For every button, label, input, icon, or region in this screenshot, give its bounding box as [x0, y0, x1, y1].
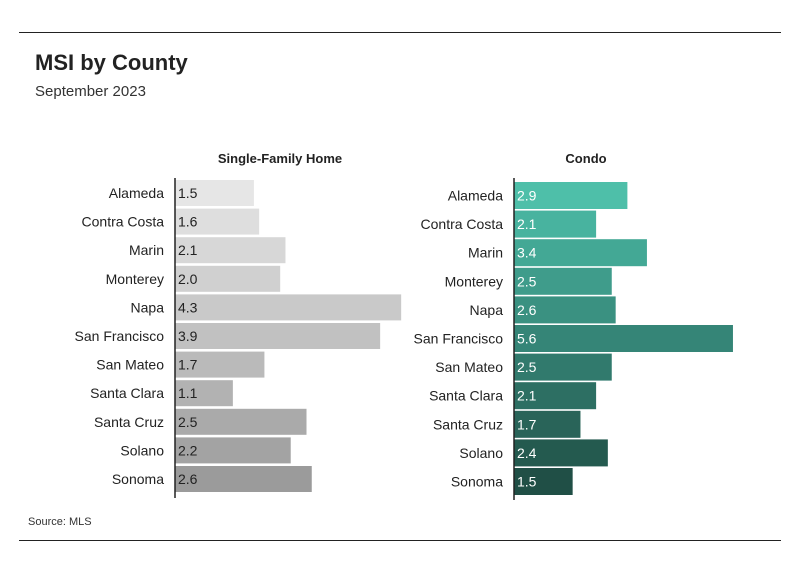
bar [175, 180, 254, 206]
bar [175, 408, 307, 435]
category-label: San Francisco [414, 331, 504, 347]
value-label: 2.6 [178, 471, 198, 487]
value-label: 2.2 [178, 442, 198, 458]
category-label: Sonoma [112, 471, 164, 487]
category-label: Marin [129, 242, 164, 258]
category-label: San Mateo [96, 357, 164, 373]
value-label: 1.7 [178, 357, 198, 373]
chart-subtitle: September 2023 [35, 83, 146, 100]
bar [514, 382, 597, 410]
source-note: Source: MLS [28, 516, 92, 528]
bar [514, 325, 733, 352]
bar [175, 437, 291, 464]
bottom-rule [19, 540, 781, 541]
value-label: 2.1 [517, 216, 537, 232]
value-label: 2.6 [517, 302, 537, 318]
bar [514, 468, 573, 495]
bar [175, 351, 265, 378]
value-label: 1.6 [178, 214, 198, 230]
category-label: Alameda [448, 188, 503, 204]
bar [514, 210, 597, 238]
category-label: Contra Costa [421, 216, 504, 232]
bar [514, 267, 612, 295]
category-label: Solano [120, 442, 164, 458]
bar [514, 410, 581, 438]
category-label: Napa [131, 299, 165, 315]
bar [175, 237, 286, 264]
category-label: Monterey [445, 273, 503, 289]
single-family-bars: Alameda 1.5 Contra Costa 1.6 Marin 2.1 Montere… [75, 180, 402, 492]
value-label: 2.9 [517, 188, 537, 204]
bar [175, 294, 402, 321]
panel-title: Single-Family Home [218, 151, 342, 166]
category-label: Santa Cruz [94, 414, 164, 430]
category-label: Alameda [109, 185, 164, 201]
condo-bars: Alameda 2.9 Contra Costa 2.1 Marin 3.4 Montere… [414, 182, 733, 495]
chart-title: MSI by County [35, 50, 188, 75]
bar [175, 466, 312, 492]
value-label: 2.0 [178, 271, 198, 287]
bar [514, 353, 612, 381]
value-label: 1.1 [178, 385, 198, 401]
category-label: Sonoma [451, 474, 503, 490]
value-label: 1.5 [178, 185, 198, 201]
bar [175, 265, 281, 292]
condo-panel: Condo Alameda 2.9 Contra Costa 2.1 Marin 3.4 M… [414, 151, 733, 500]
value-label: 2.5 [517, 273, 537, 289]
value-label: 1.5 [517, 474, 537, 490]
bar [175, 208, 260, 235]
value-label: 2.5 [517, 359, 537, 375]
bar [514, 239, 647, 267]
value-label: 2.1 [178, 242, 198, 258]
category-label: Solano [459, 445, 503, 461]
category-label: Contra Costa [82, 214, 165, 230]
category-label: Marin [468, 245, 503, 261]
value-label: 4.3 [178, 299, 198, 315]
value-label: 3.9 [178, 328, 198, 344]
panel-title: Condo [565, 151, 606, 166]
top-rule [19, 32, 781, 33]
bar [175, 380, 233, 407]
value-label: 3.4 [517, 245, 537, 261]
value-label: 2.5 [178, 414, 198, 430]
bar [514, 182, 628, 209]
category-label: San Mateo [435, 359, 503, 375]
value-label: 5.6 [517, 331, 537, 347]
category-label: Santa Cruz [433, 416, 503, 432]
value-label: 2.4 [517, 445, 537, 461]
bar [514, 296, 616, 324]
category-label: Santa Clara [90, 385, 164, 401]
category-label: Napa [470, 302, 504, 318]
category-label: Santa Clara [429, 388, 503, 404]
bar [514, 439, 608, 467]
bar [175, 323, 381, 349]
value-label: 1.7 [517, 416, 537, 432]
category-label: Monterey [106, 271, 164, 287]
single-family-panel: Single-Family Home Alameda 1.5 Contra Cost… [75, 151, 402, 498]
value-label: 2.1 [517, 388, 537, 404]
category-label: San Francisco [75, 328, 165, 344]
